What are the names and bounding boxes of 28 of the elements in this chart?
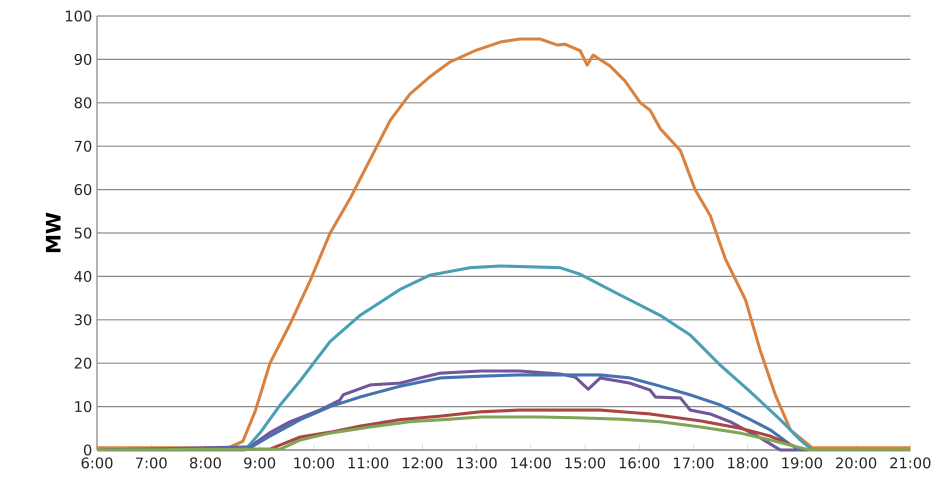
y-tick-label: 10 xyxy=(75,401,92,412)
x-tick-label: 15:00 xyxy=(565,457,606,468)
y-tick-label: 30 xyxy=(74,314,92,326)
y-tick-label: 70 xyxy=(74,140,92,152)
x-tick-label: 16:00 xyxy=(620,457,660,468)
y-tick-label: 0 xyxy=(84,444,92,456)
x-tick-label: 11:00 xyxy=(348,457,388,468)
y-tick-label: 50 xyxy=(74,227,92,239)
x-tick-label: 14:00 xyxy=(511,457,551,468)
y-tick-label: 40 xyxy=(74,270,92,282)
y-tick-label: 60 xyxy=(74,184,92,196)
x-tick-label: 7:00 xyxy=(136,457,167,468)
x-tick-label: 20:00 xyxy=(836,457,876,468)
x-tick-label: 9:00 xyxy=(244,457,276,468)
y-tick-label: 100 xyxy=(66,10,92,22)
y-axis-title: MW xyxy=(46,212,60,252)
x-tick-label: 13:00 xyxy=(457,457,497,468)
x-tick-label: 18:00 xyxy=(728,457,768,468)
y-tick-label: 90 xyxy=(74,54,92,65)
x-tick-label: 10:00 xyxy=(294,457,334,468)
x-tick-label: 21:00 xyxy=(890,457,930,468)
y-tick-label: 80 xyxy=(74,97,92,108)
x-tick-label: 8:00 xyxy=(190,457,221,468)
x-tick-label: 17:00 xyxy=(674,457,714,468)
x-tick-label: 19:00 xyxy=(782,457,822,468)
x-tick-label: 6:00 xyxy=(82,457,112,468)
y-tick-label: 20 xyxy=(74,358,92,369)
x-tick-label: 12:00 xyxy=(402,457,442,468)
